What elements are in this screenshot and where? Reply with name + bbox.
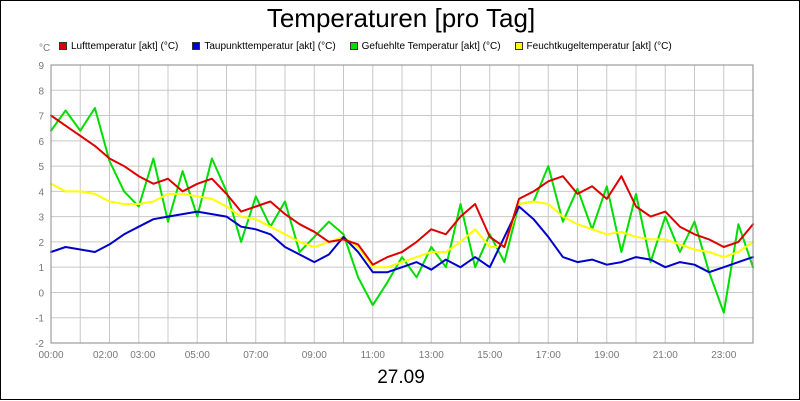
legend-swatch-blue (192, 42, 201, 50)
x-tick-label: 17:00 (536, 350, 561, 361)
y-tick-label: 0 (38, 288, 44, 299)
legend-label: Taupunkttemperatur [akt] (°C) (204, 40, 336, 52)
x-tick-label: 07:00 (243, 350, 268, 361)
legend-item-gefuehlte-temperatur: Gefuehlte Temperatur [akt] (°C) (349, 40, 501, 52)
legend-swatch-red (59, 42, 67, 50)
y-tick-label: 8 (38, 86, 44, 97)
y-tick-label: 3 (38, 213, 44, 224)
y-tick-label: 2 (38, 238, 44, 249)
y-tick-label: 7 (38, 112, 44, 123)
x-tick-label: 21:00 (653, 350, 678, 361)
x-axis-date-label: 27.09 (377, 367, 425, 388)
x-tick-label: 23:00 (711, 350, 736, 361)
legend-item-taupunkttemperatur: Taupunkttemperatur [akt] (°C) (192, 40, 336, 52)
x-tick-label: 13:00 (419, 350, 444, 361)
x-tick-label: 19:00 (594, 350, 619, 361)
y-tick-label: 4 (38, 187, 44, 198)
x-tick-label: 00:00 (38, 350, 63, 361)
legend-swatch-yellow (514, 42, 523, 50)
series-line-2 (50, 107, 754, 314)
y-axis-unit-label: °C (39, 43, 51, 54)
x-tick-label: 15:00 (477, 350, 502, 361)
legend-item-lufttemperatur: Lufttemperatur [akt] (°C) (59, 41, 178, 52)
series-layer (50, 107, 754, 314)
x-tick-label: 03:00 (130, 350, 155, 361)
series-line-3 (50, 182, 754, 269)
x-tick-label: 11:00 (361, 350, 386, 361)
y-tick-label: 6 (38, 137, 44, 148)
y-tick-label: 9 (38, 61, 44, 72)
x-tick-label: 02:00 (93, 350, 118, 361)
grid (50, 64, 754, 344)
x-tick-label: 05:00 (185, 350, 210, 361)
y-tick-label: -2 (35, 339, 44, 350)
x-tick-label: 09:00 (302, 350, 327, 361)
legend-swatch-green (349, 42, 358, 50)
axis-layer: -2 -1 0 1 2 3 4 5 6 7 8 9 00:00 02:00 03:00 05:00 07:00 0… (35, 61, 754, 361)
legend-label: Feuchtkugeltemperatur [akt] (°C) (526, 40, 672, 52)
series-line-0 (50, 114, 754, 266)
y-tick-label: 1 (38, 263, 44, 274)
legend-label: Gefuehlte Temperatur [akt] (°C) (361, 40, 501, 52)
legend-label: Lufttemperatur [akt] (°C) (71, 40, 179, 52)
plot-border (50, 64, 754, 344)
chart-title: Temperaturen [pro Tag] (266, 3, 536, 33)
legend: Lufttemperatur [akt] (°C) Taupunkttemper… (59, 39, 686, 53)
y-tick-label: -1 (35, 314, 44, 325)
series-line-1 (50, 205, 754, 274)
y-tick-label: 5 (38, 162, 44, 173)
legend-item-feuchtkugeltemperatur: Feuchtkugeltemperatur [akt] (°C) (514, 40, 672, 52)
